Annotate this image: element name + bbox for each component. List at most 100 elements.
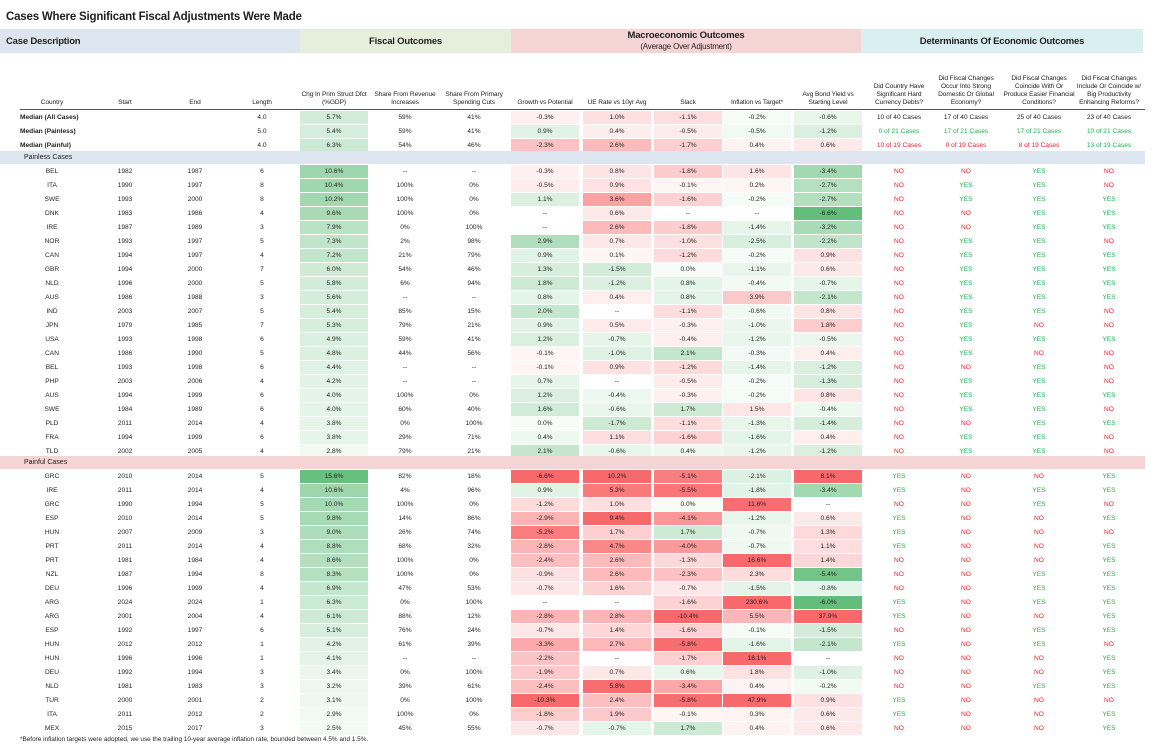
table-cell: -- xyxy=(825,655,831,662)
table-cell: 1996 xyxy=(117,585,133,592)
table-cell: 5.3% xyxy=(300,319,368,332)
table-cell: YES xyxy=(1102,280,1116,287)
table-cell: -0.3% xyxy=(511,111,579,124)
table-cell: 1.4% xyxy=(794,554,862,567)
table-cell: -0.1% xyxy=(511,347,579,360)
table-cell: -2.1% xyxy=(794,638,862,651)
table-cell xyxy=(175,111,215,124)
table-cell: 54% xyxy=(398,142,412,149)
table-cell: 2017 xyxy=(187,725,203,732)
table-cell: -1.2% xyxy=(654,249,722,262)
table-cell: 2 xyxy=(260,697,264,704)
table-cell: -0.4% xyxy=(723,277,791,290)
table-cell: 0.9% xyxy=(794,249,862,262)
table-cell: 7 xyxy=(260,266,264,273)
table-cell: 100% xyxy=(465,697,483,704)
table-cell: YES xyxy=(1032,266,1046,273)
table-cell: -1.2% xyxy=(723,512,791,525)
table-cell: 0.9% xyxy=(511,319,579,332)
table-cell: 41% xyxy=(467,114,481,121)
table-cell: 0.0% xyxy=(654,263,722,276)
table-cell: -2.3% xyxy=(654,568,722,581)
table-cell: -3.4% xyxy=(654,680,722,693)
table-cell: 5 xyxy=(260,473,264,480)
table-cell: NLD xyxy=(45,683,59,690)
table-row: DEU 1992 1994 3 3.4% 0% 100% -1.9% 0.7% 0.6% 1.8% -… xyxy=(0,666,1171,679)
table-cell: 1993 xyxy=(117,196,133,203)
table-cell: 1992 xyxy=(117,669,133,676)
table-cell: NO xyxy=(961,420,971,427)
table-cell: 1.1% xyxy=(511,193,579,206)
table-cell: 21% xyxy=(467,448,481,455)
table-cell: YES xyxy=(1032,585,1046,592)
table-cell: 5.8% xyxy=(583,680,651,693)
table-cell: NO xyxy=(961,641,971,648)
header-rule xyxy=(20,109,1145,110)
table-cell: NO xyxy=(894,210,904,217)
table-cell: -1.6% xyxy=(723,431,791,444)
table-cell: 0.8% xyxy=(794,305,862,318)
table-cell: NO xyxy=(894,266,904,273)
table-cell: 0.8% xyxy=(654,291,722,304)
table-cell: 0.6% xyxy=(794,722,862,735)
table-row: HUN 1996 1996 1 4.1% -- -- -2.2% -- -1.7% 18.1% -- N… xyxy=(0,652,1171,665)
table-cell: YES xyxy=(1032,501,1046,508)
table-cell: 2.1% xyxy=(511,445,579,458)
table-cell: 5.3% xyxy=(583,484,651,497)
table-cell: 100% xyxy=(396,571,414,578)
table-cell: -1.8% xyxy=(723,484,791,497)
table-cell: YES xyxy=(1102,557,1116,564)
table-cell: 0% xyxy=(469,182,479,189)
table-cell: 9.6% xyxy=(300,207,368,220)
table-cell: 2.5% xyxy=(300,722,368,735)
table-cell: NO xyxy=(894,557,904,564)
table-cell: YES xyxy=(892,543,906,550)
table-cell: -0.7% xyxy=(511,582,579,595)
table-cell: 3 xyxy=(260,224,264,231)
table-cell: 94% xyxy=(467,280,481,287)
table-cell: 5.7% xyxy=(300,111,368,124)
table-cell: IND xyxy=(46,308,58,315)
table-cell: 0% xyxy=(400,599,410,606)
table-cell: NO xyxy=(894,571,904,578)
table-row: BEL 1993 1998 6 4.4% -- -- -0.1% 0.9% -1.2% -1.4% -… xyxy=(0,361,1171,374)
table-row: ARG 2001 2004 4 6.1% 88% 12% -2.8% 2.8% -10.4% 5.5… xyxy=(0,610,1171,623)
table-cell: 45% xyxy=(398,725,412,732)
table-cell: 5 xyxy=(260,501,264,508)
table-cell: IRE xyxy=(46,487,58,494)
table-cell: 0.2% xyxy=(723,179,791,192)
table-cell: 79% xyxy=(467,252,481,259)
table-cell: 0.8% xyxy=(654,277,722,290)
table-cell: -2.4% xyxy=(511,680,579,693)
table-cell: 1993 xyxy=(117,336,133,343)
table-cell: 0 of 19 Cases xyxy=(945,142,987,149)
table-cell: 1.0% xyxy=(583,111,651,124)
table-cell: SWE xyxy=(44,406,60,413)
table-cell: 1997 xyxy=(187,627,203,634)
table-cell: NO xyxy=(1104,378,1114,385)
table-cell: 2001 xyxy=(187,697,203,704)
table-cell: 21% xyxy=(467,322,481,329)
table-cell: 0.0% xyxy=(654,498,722,511)
column-header: Did Fiscal Changes Coincide With Or Prod… xyxy=(1003,75,1075,106)
table-cell: ARG xyxy=(44,613,60,620)
table-cell: 4.4% xyxy=(300,361,368,374)
table-row: ARG 2024 2024 1 6.3% 0% 100% -- -- -1.6% 230.6% -6.… xyxy=(0,596,1171,609)
table-cell: 1994 xyxy=(187,501,203,508)
table-cell: 1999 xyxy=(187,434,203,441)
table-cell: 2010 xyxy=(117,473,133,480)
table-cell: YES xyxy=(1102,252,1116,259)
table-cell: YES xyxy=(892,641,906,648)
table-cell: 2000 xyxy=(187,266,203,273)
column-header: Share From Revenue Increases xyxy=(374,91,436,106)
table-cell: 1992 xyxy=(117,627,133,634)
table-cell: 0% xyxy=(400,697,410,704)
table-cell: 15.6% xyxy=(300,470,368,483)
table-cell: NO xyxy=(1104,697,1114,704)
table-cell: -1.3% xyxy=(654,554,722,567)
table-cell: HUN xyxy=(44,655,60,662)
table-cell: 6 xyxy=(260,168,264,175)
table-cell: -1.2% xyxy=(794,361,862,374)
table-cell: YES xyxy=(1032,487,1046,494)
